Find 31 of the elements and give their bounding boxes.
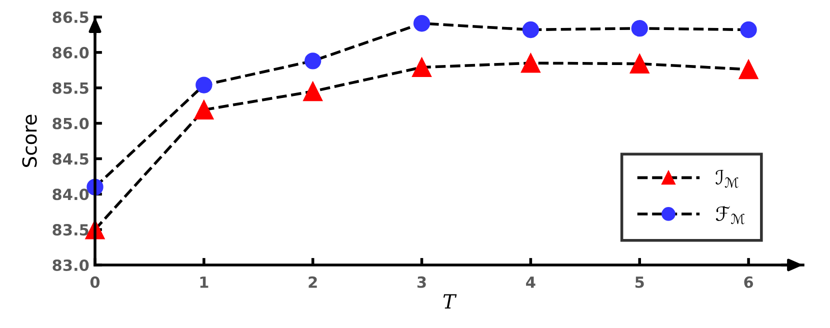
point (303, 82, 323, 102)
x-tick-label: 2 (308, 276, 317, 288)
point (522, 21, 540, 38)
x-tick-label: 4 (526, 276, 536, 288)
point (412, 58, 432, 78)
x-tick-label: 1 (200, 276, 208, 288)
y-tick-label: 85.0 (52, 118, 89, 130)
y-tick-label: 83.5 (52, 224, 88, 236)
y-axis-title: Score (22, 114, 37, 167)
x-tick-label: 5 (635, 276, 644, 288)
x-tick-label: 0 (90, 276, 100, 288)
legend-label: ℐ$_{ℳ}$ (716, 170, 739, 188)
point (738, 60, 758, 80)
y-tick-label: 85.5 (52, 82, 88, 94)
y-tick-label: 86.0 (52, 46, 89, 58)
legend-label: ℱ$_{ℳ}$ (716, 206, 745, 224)
point (194, 100, 214, 120)
point (630, 54, 650, 74)
point (413, 15, 430, 32)
point (740, 21, 757, 38)
y-tick-label: 84.5 (52, 153, 88, 165)
x-axis-title: T (443, 294, 457, 308)
point (196, 76, 212, 94)
point (520, 53, 540, 73)
y-tick-label: 86.5 (52, 11, 88, 24)
x-tick-label: 3 (417, 276, 426, 288)
x-tick-label: 6 (744, 276, 754, 288)
y-tick-label: 83.0 (52, 259, 89, 272)
y-tick-label: 84.0 (52, 188, 89, 200)
point (304, 52, 322, 70)
point (631, 20, 648, 37)
